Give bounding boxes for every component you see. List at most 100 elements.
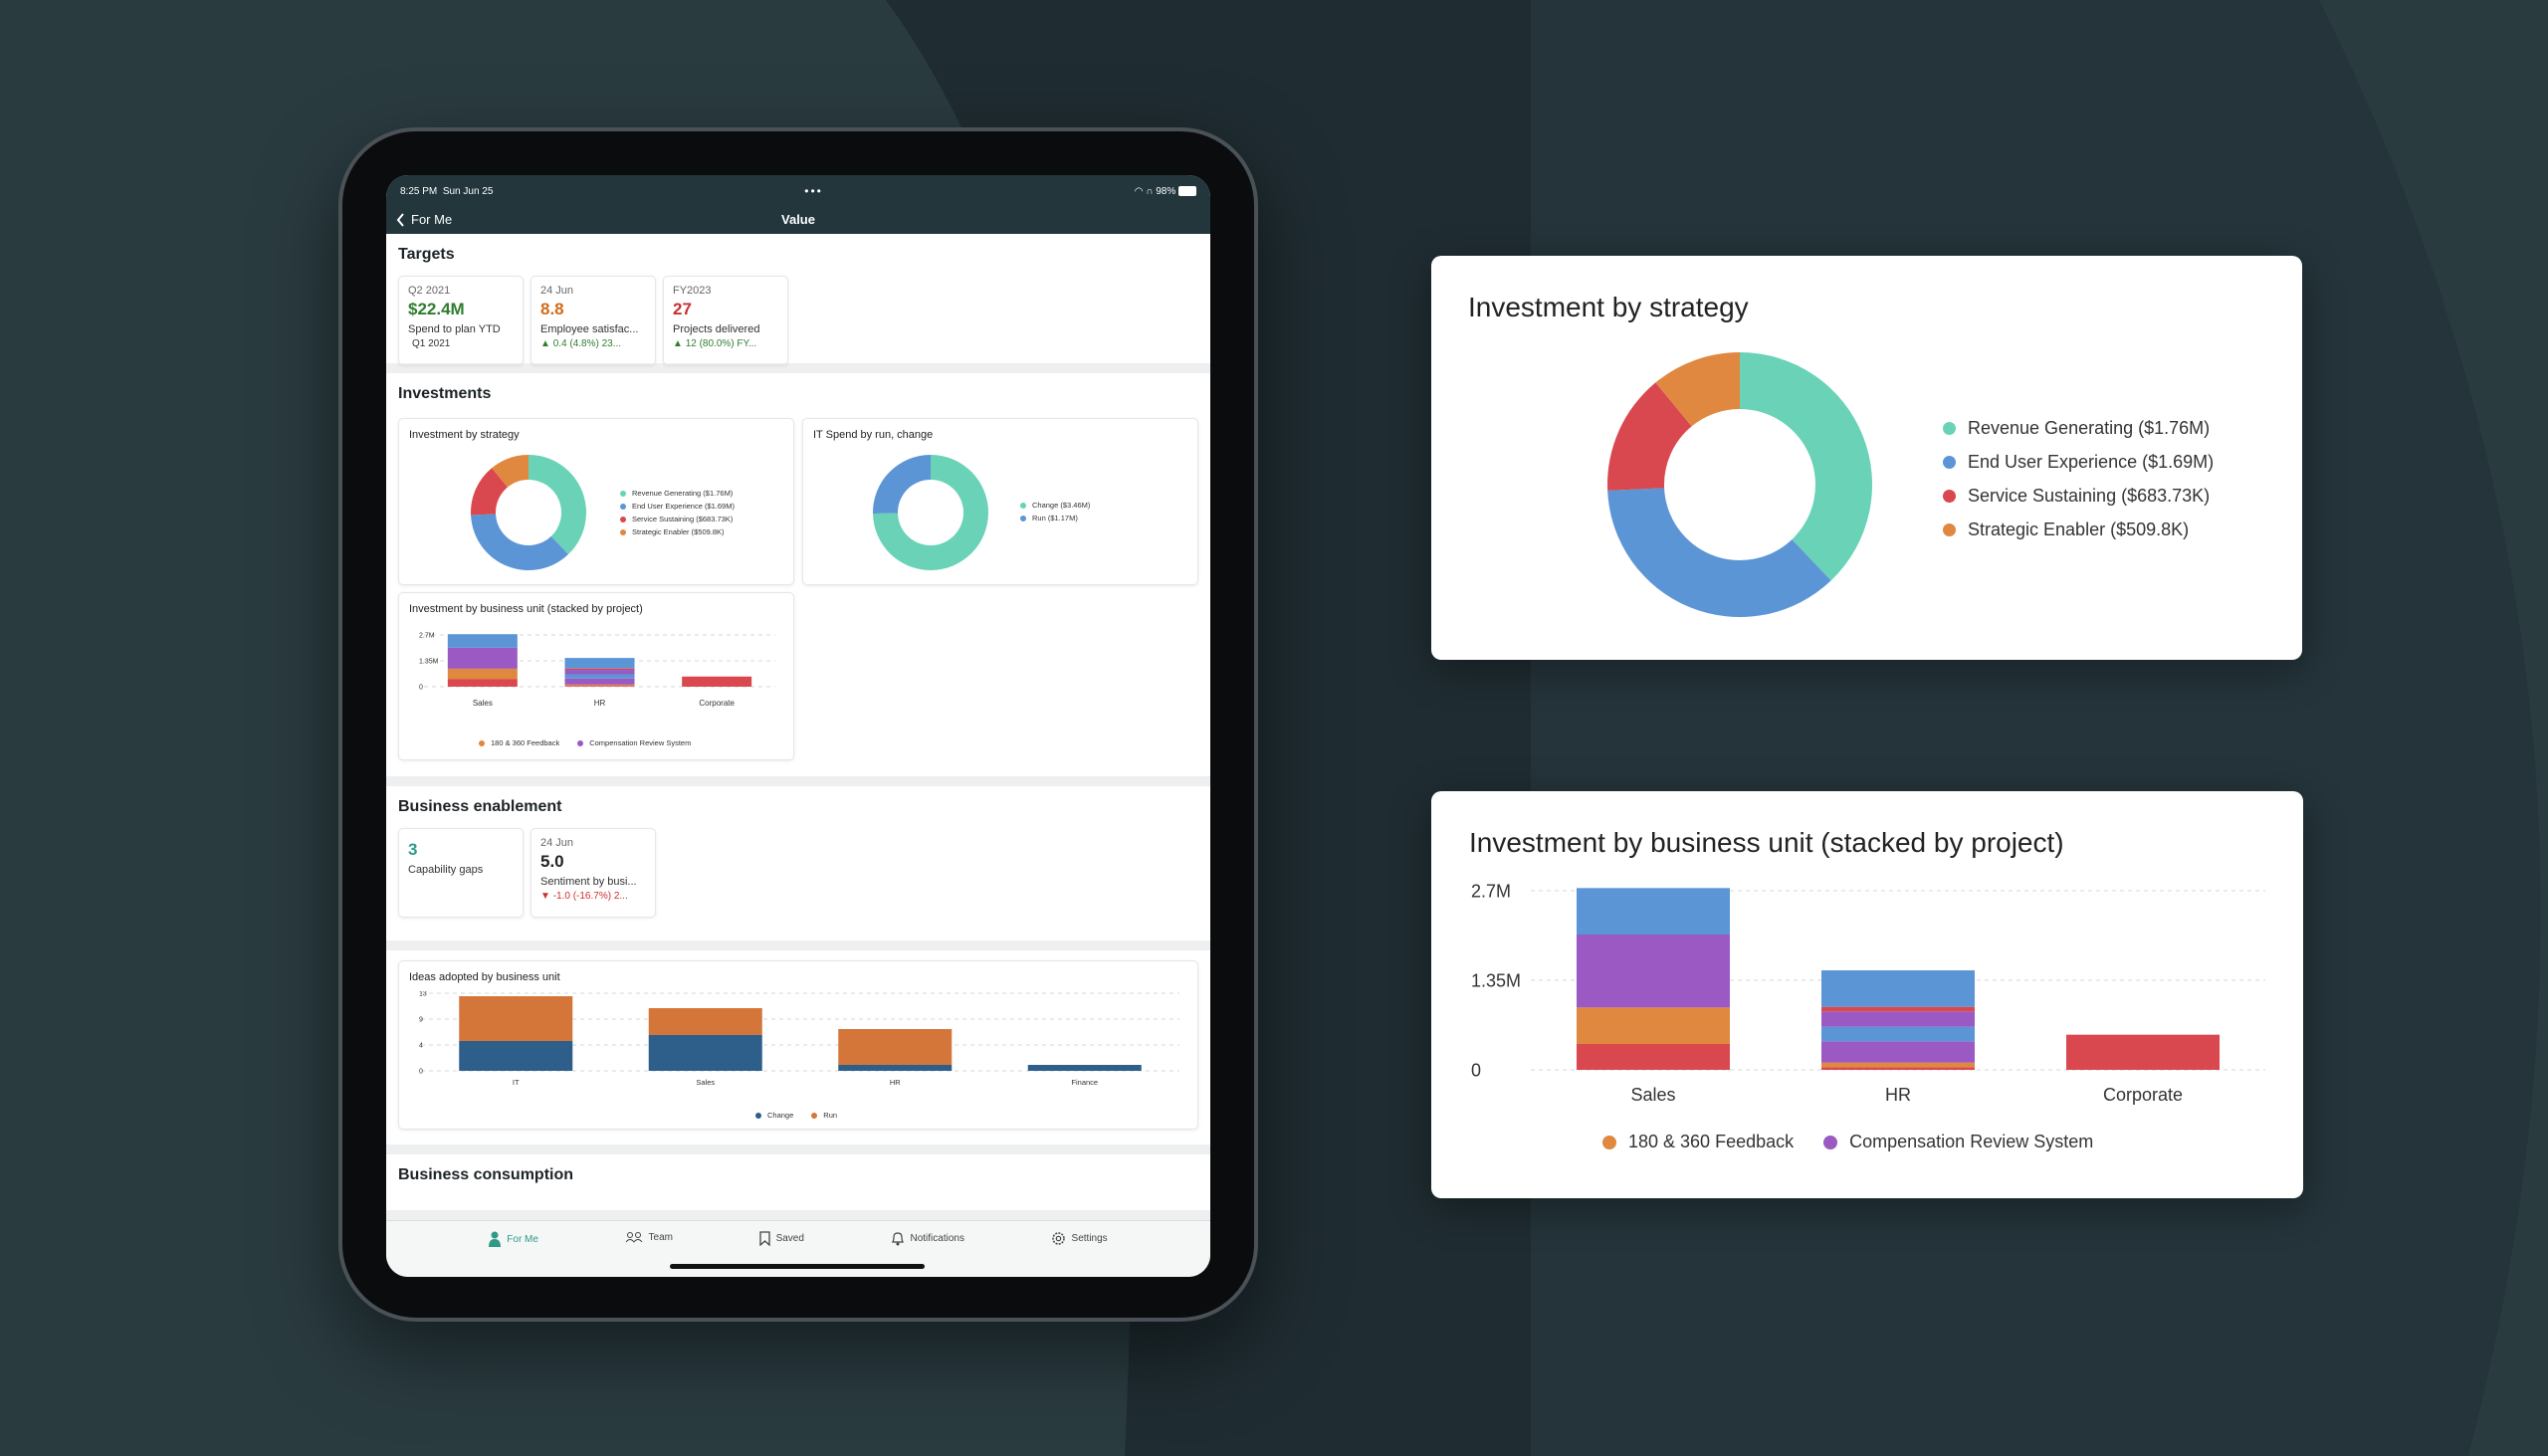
bar-segment[interactable]	[564, 684, 635, 687]
tab-label: Notifications	[910, 1233, 964, 1244]
donut-slice[interactable]	[471, 468, 508, 516]
status-date: Sun Jun 25	[442, 185, 494, 197]
kpi-card-spend[interactable]: Q2 2021 $22.4M Spend to plan YTD Q1 2021	[398, 276, 524, 365]
y-tick-label: 2.7M	[419, 632, 435, 639]
kpi-card-capability-gaps[interactable]: 3 Capability gaps	[398, 828, 524, 918]
kpi-card-projects[interactable]: FY2023 27 Projects delivered ▲ 12 (80.0%…	[663, 276, 788, 365]
bar-segment[interactable]	[447, 647, 518, 669]
scroll-content[interactable]: Targets Q2 2021 $22.4M Spend to plan YTD…	[386, 234, 1210, 1220]
multitask-dots-icon[interactable]: •••	[804, 184, 823, 198]
strategy-donut-chart	[471, 455, 586, 570]
legend-label: Strategic Enabler ($509.8K)	[1968, 520, 2190, 539]
bar-segment[interactable]	[1821, 1026, 1975, 1042]
y-tick-label: 0	[419, 1068, 423, 1075]
bar-segment[interactable]	[447, 679, 518, 687]
donut-slice[interactable]	[471, 514, 568, 570]
kpi-value: 8.8	[540, 300, 564, 318]
bar-segment[interactable]	[1821, 1006, 1975, 1012]
kpi-label: Sentiment by busi...	[540, 876, 637, 888]
legend-label: Compensation Review System	[589, 738, 692, 747]
bar-segment[interactable]	[459, 1041, 573, 1071]
kpi-card-sentiment[interactable]: 24 Jun 5.0 Sentiment by busi... ▼ -1.0 (…	[531, 828, 656, 918]
arrow-up-icon: ▲	[540, 338, 550, 349]
bar-segment[interactable]	[459, 996, 573, 1041]
legend-swatch	[620, 490, 626, 497]
donut-slice[interactable]	[1607, 488, 1831, 618]
donut-slice[interactable]	[492, 455, 529, 488]
bar-segment[interactable]	[648, 1008, 762, 1035]
bu-highlight-card: Investment by business unit (stacked by …	[1431, 791, 2303, 1198]
bar-segment[interactable]	[1577, 935, 1730, 1008]
bar-segment[interactable]	[838, 1029, 953, 1065]
bar-segment[interactable]	[1577, 888, 1730, 935]
kpi-label: Spend to plan YTD	[408, 323, 501, 335]
ideas-chart-card[interactable]: Ideas adopted by business unit 13 9 4 0 IT Sa…	[398, 960, 1198, 1130]
bar-segment[interactable]	[838, 1065, 953, 1071]
investments-section: Investments Investment by strategy Reven…	[386, 373, 1210, 776]
donut-slice[interactable]	[1655, 352, 1740, 427]
legend-swatch	[479, 739, 485, 746]
bar-segment[interactable]	[682, 676, 752, 687]
legend-swatch	[1943, 422, 1956, 435]
bu-legend-large: 180 & 360 Feedback Compensation Review S…	[1602, 1132, 2093, 1165]
legend-label: End User Experience ($1.69M)	[632, 502, 735, 511]
donut-slice[interactable]	[873, 455, 931, 514]
bar-segment[interactable]	[1821, 970, 1975, 1007]
bar-segment[interactable]	[447, 634, 518, 648]
tab-saved[interactable]: Saved	[758, 1231, 804, 1246]
donut-slice[interactable]	[1607, 382, 1692, 491]
ideas-stacked-bar-chart: 13 9 4 0 IT Sales HR Finance	[419, 991, 1179, 1087]
bar-segment[interactable]	[564, 658, 635, 669]
tab-settings[interactable]: Settings	[1051, 1231, 1108, 1246]
bar-segment[interactable]	[564, 668, 635, 671]
back-label: For Me	[411, 212, 453, 227]
bar-segment[interactable]	[564, 686, 635, 687]
bar-segment[interactable]	[1821, 1041, 1975, 1063]
bar-segment[interactable]	[2066, 1034, 2220, 1070]
kpi-card-satisfaction[interactable]: 24 Jun 8.8 Employee satisfac... ▲ 0.4 (4…	[531, 276, 656, 365]
status-right: ◠ ∩ 98%	[1135, 186, 1196, 197]
bar-segment[interactable]	[1821, 1011, 1975, 1027]
bar-segment[interactable]	[1577, 1044, 1730, 1070]
donut-slice[interactable]	[529, 455, 586, 555]
tab-notifications[interactable]: Notifications	[891, 1231, 964, 1246]
card-title: Investment by strategy	[1468, 292, 1749, 322]
bu-stacked-bar-chart-large: 2.7M 1.35M 0 Sales HR Corporate	[1471, 881, 2265, 1105]
y-tick-label: 1.35M	[419, 658, 439, 665]
bar-segment[interactable]	[564, 670, 635, 675]
legend-label: Change	[767, 1111, 794, 1120]
bu-chart-card[interactable]: Investment by business unit (stacked by …	[398, 592, 794, 760]
home-indicator[interactable]	[670, 1264, 925, 1269]
bar-segment[interactable]	[1577, 1007, 1730, 1044]
donut-slice[interactable]	[873, 455, 988, 570]
y-tick-label: 0	[1471, 1060, 1481, 1080]
donut-slice[interactable]	[1740, 352, 1872, 581]
kpi-value: $22.4M	[408, 300, 465, 318]
legend-swatch	[1943, 523, 1956, 536]
section-title: Investments	[398, 385, 492, 402]
bar-segment[interactable]	[564, 678, 635, 685]
bar-segment[interactable]	[564, 674, 635, 679]
tab-label: Saved	[775, 1233, 804, 1244]
tab-for-me[interactable]: For Me	[489, 1231, 538, 1247]
bar-segment[interactable]	[1821, 1062, 1975, 1068]
team-icon	[625, 1232, 642, 1243]
back-button[interactable]: For Me	[396, 212, 452, 227]
legend-label: Run ($1.17M)	[1032, 514, 1078, 522]
legend-label: Change ($3.46M)	[1032, 501, 1091, 510]
bar-segment[interactable]	[447, 668, 518, 680]
x-tick-label: HR	[1885, 1085, 1911, 1105]
bar-segment[interactable]	[1821, 1067, 1975, 1070]
x-tick-label: Corporate	[2103, 1085, 2183, 1105]
legend-label: Run	[823, 1111, 838, 1120]
it-spend-chart-card[interactable]: IT Spend by run, change Change ($3.46M) …	[802, 418, 1198, 585]
bar-segment[interactable]	[648, 1035, 762, 1071]
status-time: 8:25 PM	[400, 185, 438, 197]
strategy-chart-card[interactable]: Investment by strategy Revenue Generatin…	[398, 418, 794, 585]
wifi-icon: ◠	[1134, 185, 1144, 197]
kpi-date: 24 Jun	[540, 285, 574, 297]
bar-segment[interactable]	[1027, 1065, 1142, 1071]
tab-label: Settings	[1071, 1233, 1108, 1244]
kpi-label: Employee satisfac...	[540, 323, 639, 335]
tab-team[interactable]: Team	[625, 1231, 673, 1243]
